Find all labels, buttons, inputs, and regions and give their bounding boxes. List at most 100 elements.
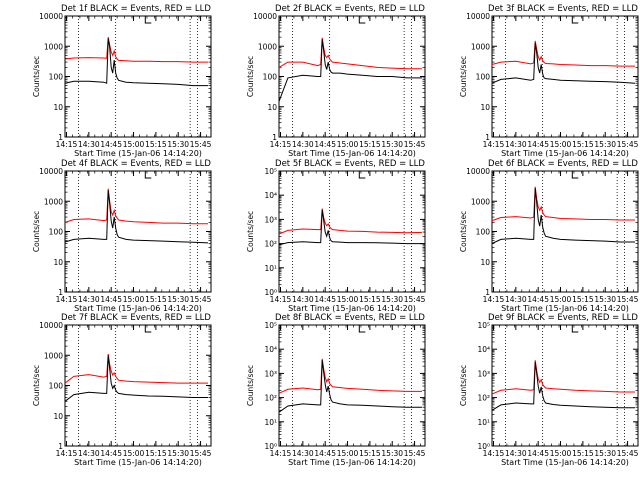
x-tick-label: 15:45 — [404, 449, 426, 458]
y-tick-label: 10000 — [39, 12, 63, 21]
y-tick-label: 10 — [53, 103, 63, 112]
plot-frame — [64, 324, 212, 447]
chart-panel: Det 4f BLACK = Events, RED = LLD 1 10 100 10… — [32, 159, 212, 313]
x-tick-label: 15:30 — [167, 295, 189, 304]
bracket-marker — [144, 325, 152, 333]
events-series-line — [491, 188, 635, 244]
y-axis-label: Counts/sec — [32, 365, 41, 406]
x-tick-label: 15:30 — [594, 140, 616, 149]
x-tick-label: 14:30 — [78, 295, 100, 304]
plot-frame — [278, 324, 426, 447]
plot-frame — [278, 15, 426, 138]
y-tick-label: 10⁴ — [264, 191, 277, 200]
plot-frame — [64, 15, 212, 138]
lld-series-line — [64, 37, 208, 63]
y-tick-label: 10³ — [264, 369, 277, 378]
x-tick-label: 15:45 — [190, 140, 212, 149]
chart-panel: Det 3f BLACK = Events, RED = LLD 1 10 100 10… — [459, 4, 639, 158]
x-tick-label: 14:30 — [292, 449, 314, 458]
y-tick-label: 100 — [476, 73, 491, 82]
lld-series-line — [491, 40, 635, 67]
y-tick-label: 10⁵ — [477, 321, 490, 330]
x-tick-label: 14:30 — [505, 295, 527, 304]
y-tick-label: 10⁵ — [264, 167, 277, 176]
x-tick-label: 15:30 — [594, 449, 616, 458]
bracket-marker — [144, 16, 152, 24]
y-tick-label: 10⁰ — [264, 288, 277, 297]
y-tick-label: 10⁰ — [264, 442, 277, 451]
x-tick-label: 14:15 — [56, 295, 78, 304]
y-tick-label: 10¹ — [264, 264, 277, 273]
events-series-line — [491, 361, 635, 411]
x-tick-label: 15:30 — [594, 295, 616, 304]
y-tick-label: 10000 — [39, 167, 63, 176]
x-tick-label: 15:00 — [550, 449, 572, 458]
y-tick-label: 10² — [264, 394, 277, 403]
x-tick-label: 15:00 — [337, 295, 359, 304]
x-tick-label: 14:15 — [483, 295, 505, 304]
y-tick-label: 10¹ — [477, 418, 490, 427]
bracket-marker — [358, 325, 366, 333]
y-tick-label: 10 — [480, 258, 490, 267]
chart-panel: Det 7f BLACK = Events, RED = LLD 1 10 100 10… — [32, 313, 212, 467]
y-tick-label: 100 — [49, 382, 64, 391]
x-tick-label: 14:45 — [314, 449, 336, 458]
y-tick-label: 100 — [49, 73, 64, 82]
x-tick-label: 15:15 — [145, 449, 167, 458]
x-tick-label: 15:15 — [572, 295, 594, 304]
y-tick-label: 1 — [58, 133, 63, 142]
x-tick-label: 14:30 — [292, 295, 314, 304]
x-axis-label: Start Time (15-Jan-06 14:14:20) — [501, 458, 629, 467]
y-tick-label: 10000 — [39, 321, 63, 330]
plot-frame — [64, 170, 212, 293]
x-tick-label: 15:30 — [381, 295, 403, 304]
y-tick-label: 1000 — [44, 351, 63, 360]
x-tick-label: 15:15 — [145, 295, 167, 304]
y-tick-label: 10³ — [264, 215, 277, 224]
bracket-marker — [358, 171, 366, 179]
chart-panel: Det 5f BLACK = Events, RED = LLD 10⁰ 10¹ 10… — [246, 159, 426, 313]
y-tick-label: 10⁰ — [477, 442, 490, 451]
y-tick-label: 10 — [267, 103, 277, 112]
chart-panel: Det 2f BLACK = Events, RED = LLD 1 10 100 10… — [246, 4, 426, 158]
chart-title: Det 9f BLACK = Events, RED = LLD — [488, 313, 638, 323]
y-tick-label: 10⁴ — [477, 345, 490, 354]
x-tick-label: 14:15 — [270, 295, 292, 304]
y-tick-label: 100 — [263, 73, 278, 82]
x-tick-label: 15:00 — [123, 295, 145, 304]
x-tick-label: 14:45 — [100, 295, 122, 304]
y-tick-label: 10⁴ — [264, 345, 277, 354]
y-tick-label: 10¹ — [264, 418, 277, 427]
y-tick-label: 1 — [58, 288, 63, 297]
events-series-line — [64, 355, 208, 402]
y-tick-label: 1 — [485, 133, 490, 142]
y-axis-label: Counts/sec — [32, 56, 41, 97]
lld-series-line — [278, 37, 422, 70]
y-axis-label: Counts/sec — [246, 211, 255, 252]
chart-panel: Det 8f BLACK = Events, RED = LLD 10⁰ 10¹ 10… — [246, 313, 426, 467]
bracket-marker — [358, 16, 366, 24]
x-tick-label: 15:45 — [617, 295, 639, 304]
x-axis-label: Start Time (15-Jan-06 14:14:20) — [74, 149, 202, 158]
x-axis-label: Start Time (15-Jan-06 14:14:20) — [288, 458, 416, 467]
x-tick-label: 15:00 — [337, 449, 359, 458]
bracket-marker — [571, 171, 579, 179]
y-tick-label: 10² — [264, 240, 277, 249]
x-tick-label: 14:15 — [483, 449, 505, 458]
x-tick-label: 15:30 — [167, 140, 189, 149]
bracket-marker — [571, 325, 579, 333]
y-tick-label: 1000 — [44, 197, 63, 206]
x-tick-label: 15:45 — [617, 449, 639, 458]
x-tick-label: 14:15 — [56, 140, 78, 149]
x-tick-label: 14:15 — [56, 449, 78, 458]
x-tick-label: 15:45 — [190, 295, 212, 304]
lld-series-line — [278, 358, 422, 394]
x-tick-label: 15:00 — [337, 140, 359, 149]
y-axis-label: Counts/sec — [459, 365, 468, 406]
events-series-line — [64, 38, 208, 87]
x-axis-label: Start Time (15-Jan-06 14:14:20) — [74, 304, 202, 313]
y-tick-label: 1000 — [44, 42, 63, 51]
y-tick-label: 10 — [53, 258, 63, 267]
chart-title: Det 4f BLACK = Events, RED = LLD — [61, 159, 211, 169]
